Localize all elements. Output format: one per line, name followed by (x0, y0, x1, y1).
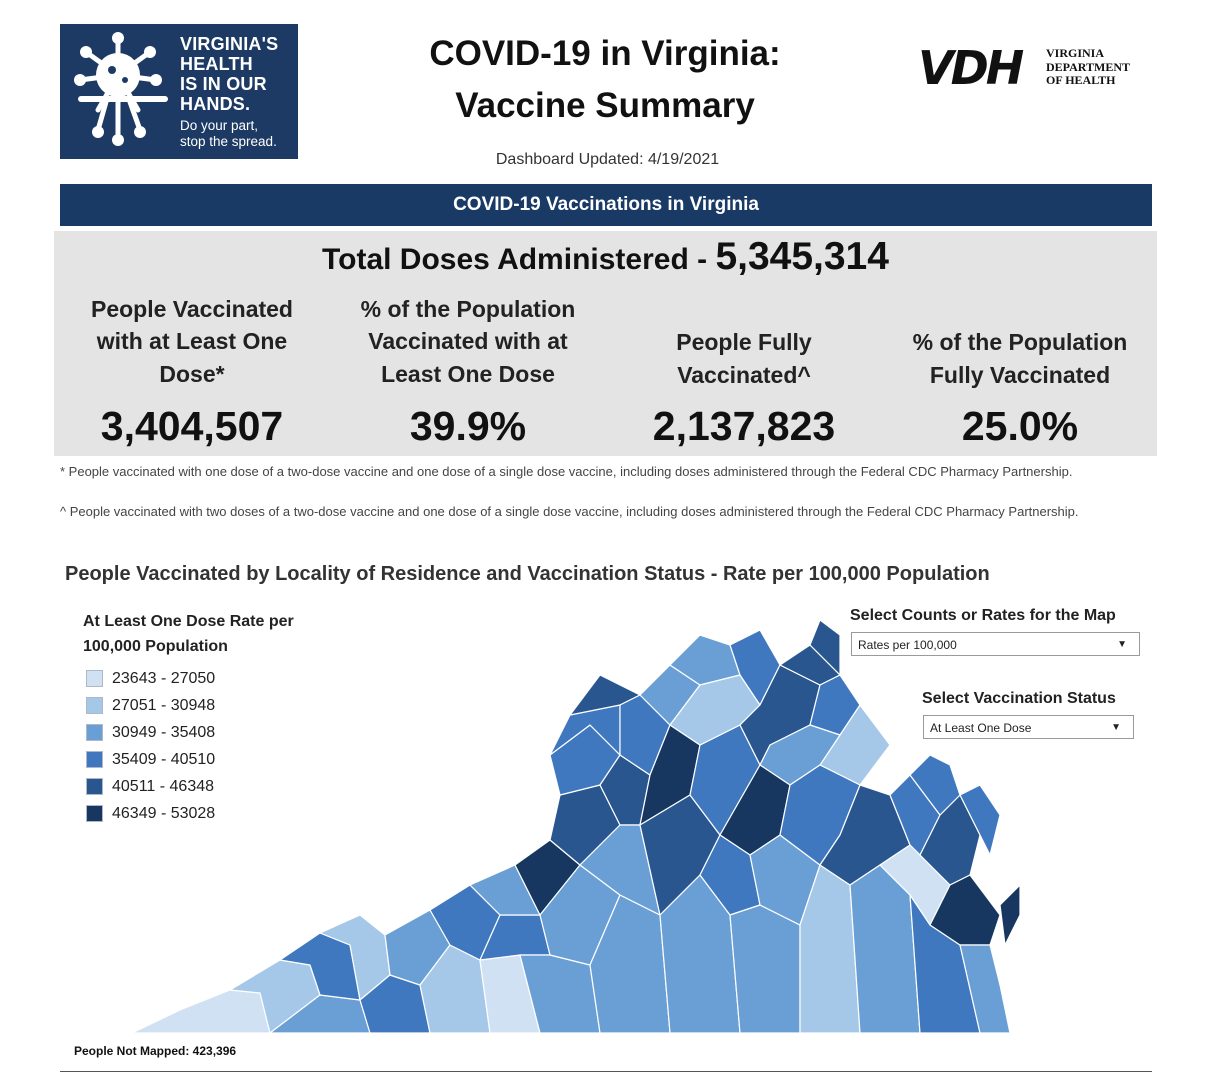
stat-pct-at-least-one-dose: % of the Population Vaccinated with at L… (330, 293, 606, 453)
legend-range: 35409 - 40510 (112, 750, 216, 768)
logo-line-4: HANDS. (180, 94, 251, 114)
legend-range: 27051 - 30948 (112, 696, 216, 714)
stat-value: 25.0% (961, 403, 1079, 449)
legend-item[interactable]: 23643 - 27050 (86, 665, 215, 692)
stat-fully-vaccinated: People Fully Vaccinated^ 2,137,823 (606, 293, 882, 453)
stat-value: 2,137,823 (652, 403, 836, 449)
legend-title: At Least One Dose Rate per 100,000 Popul… (83, 609, 323, 659)
vaccination-status-select[interactable]: At Least One Dose ▼ (923, 715, 1134, 739)
virus-icon (74, 32, 168, 146)
total-doses-value: 5,345,314 (715, 235, 889, 278)
map-locality[interactable] (131, 989, 271, 1034)
stat-label-line: Least One Dose (381, 361, 555, 387)
stat-label-line: % of the Population (360, 296, 576, 322)
counts-rates-select[interactable]: Rates per 100,000 ▼ (851, 632, 1140, 656)
vdh-line-1: VIRGINIA (1046, 46, 1105, 60)
vdh-line-3: OF HEALTH (1046, 73, 1116, 87)
people-not-mapped: People Not Mapped: 423,396 (74, 1044, 237, 1058)
vdh-logo: VDH VIRGINIA DEPARTMENT OF HEALTH (918, 38, 1148, 98)
vaccination-stats-panel: Total Doses Administered - 5,345,314 Peo… (54, 231, 1157, 456)
map-legend: 23643 - 27050 27051 - 30948 30949 - 3540… (86, 665, 215, 827)
legend-swatch (86, 805, 103, 822)
legend-title-line-1: At Least One Dose Rate per (83, 613, 294, 630)
map-locality[interactable] (999, 884, 1020, 946)
map-title: People Vaccinated by Locality of Residen… (65, 563, 990, 585)
stat-value: 39.9% (409, 403, 527, 449)
stat-label-line: Vaccinated^ (677, 362, 811, 388)
bottom-divider (60, 1071, 1152, 1072)
legend-item[interactable]: 40511 - 46348 (86, 773, 215, 800)
legend-swatch (86, 751, 103, 768)
logo-line-1: VIRGINIA'S (180, 34, 279, 54)
legend-title-line-2: 100,000 Population (83, 638, 228, 655)
stat-at-least-one-dose: People Vaccinated with at Least One Dose… (54, 293, 330, 453)
legend-item[interactable]: 46349 - 53028 (86, 800, 215, 827)
map-locality[interactable] (959, 944, 1011, 1034)
legend-range: 46349 - 53028 (112, 804, 216, 822)
map-locality[interactable] (809, 619, 841, 676)
stat-label-line: with at Least One (96, 328, 288, 354)
map-locality[interactable] (729, 904, 801, 1034)
stat-label-line: Dose* (159, 361, 225, 387)
legend-swatch (86, 778, 103, 795)
stat-label-line: People Fully (676, 329, 812, 355)
vdh-line-2: DEPARTMENT (1046, 59, 1131, 74)
counts-rates-label: Select Counts or Rates for the Map (850, 607, 1116, 624)
dashboard-updated-date: Dashboard Updated: 4/19/2021 (495, 151, 720, 168)
stat-value: 3,404,507 (100, 403, 284, 449)
map-locality[interactable] (959, 784, 1001, 856)
total-doses-label: Total Doses Administered - (322, 243, 716, 276)
legend-range: 40511 - 46348 (112, 777, 215, 795)
stat-pct-fully-vaccinated: % of the Population Fully Vaccinated 25.… (882, 293, 1158, 453)
logo-line-3: IS IN OUR (180, 74, 267, 94)
legend-item[interactable]: 35409 - 40510 (86, 746, 215, 773)
legend-swatch (86, 697, 103, 714)
logo-sub-1: Do your part, (180, 118, 259, 133)
section-banner: COVID-19 Vaccinations in Virginia (60, 184, 1152, 226)
footnote-one-dose: * People vaccinated with one dose of a t… (60, 464, 1073, 479)
legend-item[interactable]: 27051 - 30948 (86, 692, 215, 719)
vdh-mark: VDH (918, 41, 1024, 95)
page-title-line-2: Vaccine Summary (455, 86, 755, 125)
legend-range: 23643 - 27050 (112, 669, 216, 687)
vaccination-status-label: Select Vaccination Status (922, 690, 1116, 707)
footnote-fully-vaccinated: ^ People vaccinated with two doses of a … (60, 504, 1079, 519)
stat-label-line: % of the Population (912, 329, 1128, 355)
logo-sub-2: stop the spread. (180, 134, 277, 149)
total-doses: Total Doses Administered - 5,345,314 (54, 231, 1157, 291)
chevron-down-icon: ▼ (1117, 639, 1127, 650)
virginias-health-logo: VIRGINIA'S HEALTH IS IN OUR HANDS. Do yo… (60, 24, 298, 159)
legend-item[interactable]: 30949 - 35408 (86, 719, 215, 746)
vaccination-status-value: At Least One Dose (930, 721, 1032, 735)
page-title-line-1: COVID-19 in Virginia: (429, 34, 781, 73)
legend-swatch (86, 724, 103, 741)
stat-label-line: People Vaccinated (91, 296, 293, 322)
stat-label-line: Fully Vaccinated (929, 362, 1111, 388)
stat-label-line: Vaccinated with at (368, 328, 568, 354)
logo-line-2: HEALTH (180, 54, 253, 74)
legend-range: 30949 - 35408 (112, 723, 216, 741)
chevron-down-icon: ▼ (1111, 722, 1121, 733)
counts-rates-value: Rates per 100,000 (858, 638, 957, 652)
page-title: COVID-19 in Virginia: Vaccine Summary (380, 28, 830, 132)
map-locality[interactable] (909, 754, 961, 816)
virginia-locality-map[interactable] (120, 615, 1020, 1040)
legend-swatch (86, 670, 103, 687)
